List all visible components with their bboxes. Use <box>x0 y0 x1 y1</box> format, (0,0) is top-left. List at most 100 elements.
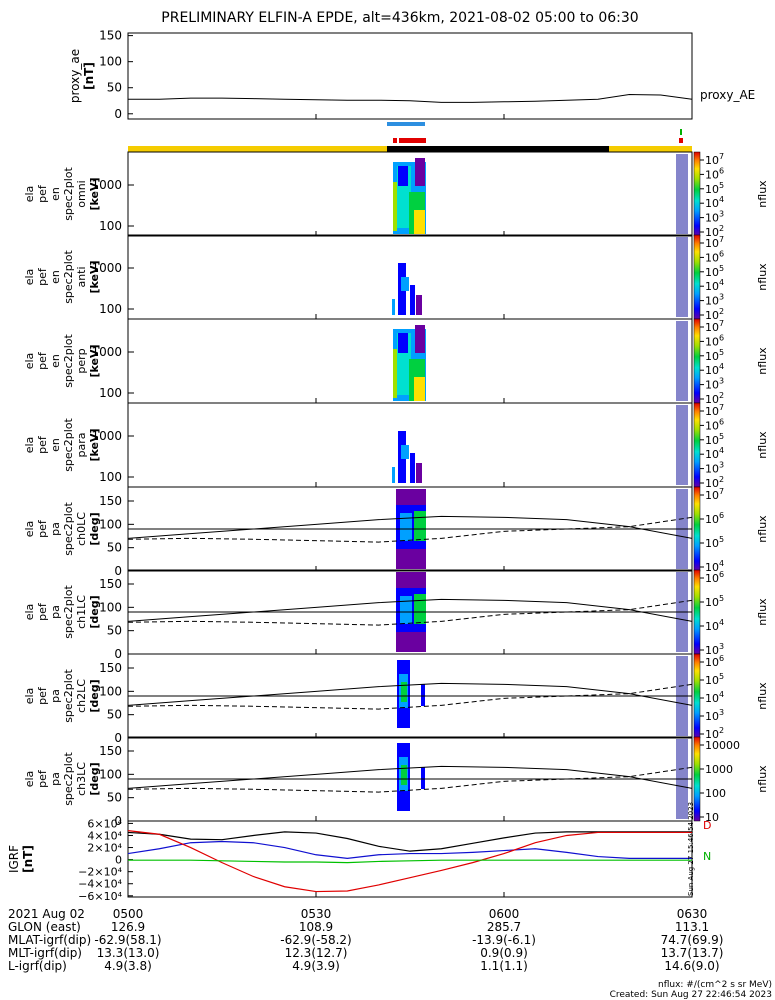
flux-region <box>392 467 395 483</box>
panel-ylabel-line: pa <box>49 605 62 619</box>
pa-tick-label: 100 <box>99 684 122 698</box>
proxy-ae-panel: proxy_ae [nT] 150 100 50 0 proxy_AE <box>68 29 755 121</box>
green-region-marker <box>680 129 682 135</box>
igrf-tick-label: 6×10⁴ <box>87 817 122 830</box>
colorbar-tick-label: 10 <box>705 811 719 824</box>
colorbar-tick-label: 105 <box>705 594 724 609</box>
colorbar-tick-exponent: 2 <box>719 475 724 484</box>
flux-region <box>416 295 422 315</box>
colorbar <box>693 736 701 822</box>
panel-ylabel-line: en <box>49 354 62 368</box>
orbit-bar-shadow <box>387 146 609 152</box>
proxy-ae-tick-label: 50 <box>107 81 122 95</box>
colorbar-tick-label: 107 <box>705 403 724 418</box>
panel-ylabel-line: [keV] <box>88 428 101 461</box>
colorbar-tick-label: 103 <box>705 708 724 723</box>
flux-region <box>401 445 409 459</box>
ephemeris-cell: 13.7(13.7) <box>661 946 724 960</box>
loss-cone-solid-line <box>127 682 693 706</box>
colorbar-label: nflux <box>756 431 769 459</box>
flux-region <box>410 453 415 483</box>
panel-ylabel-line: [keV] <box>88 260 101 293</box>
footer-created: Created: Sun Aug 27 22:46:54 2023 <box>610 990 772 1000</box>
igrf-tick-label: 2×10⁴ <box>87 842 122 855</box>
panel-ylabel-line: ela <box>23 186 36 203</box>
pa-tick-label: 100 <box>99 600 122 614</box>
panel-ylabel-line: ela <box>23 353 36 370</box>
panel-ylabel-line: spec2plot <box>62 418 75 472</box>
flux-region <box>415 325 425 353</box>
colorbar-tick-label: 107 <box>705 235 724 250</box>
pa-tick-label: 100 <box>99 767 122 781</box>
panel-ylabel-line: ela <box>23 521 36 538</box>
ephemeris-row-label: MLT-igrf(dip) <box>8 946 82 960</box>
colorbar-tick-exponent: 2 <box>719 224 724 233</box>
plot-title: PRELIMINARY ELFIN-A EPDE, alt=436km, 202… <box>161 10 638 26</box>
ephemeris-cell: -62.9(58.1) <box>94 933 161 947</box>
colorbar-tick-label: 106 <box>705 417 724 432</box>
colorbar-tick-label: 106 <box>705 570 724 585</box>
panel-ylabel-line: en <box>49 187 62 201</box>
igrf-tick-label: −6×10⁴ <box>78 890 122 903</box>
panel-ylabel-line: anti <box>75 266 88 287</box>
ephemeris-cell: 285.7 <box>487 920 521 934</box>
panel-ylabel-line: spec2plot <box>62 669 75 723</box>
colorbar-tick-exponent: 4 <box>719 446 724 455</box>
colorbar-tick-label: 103 <box>705 210 724 225</box>
pa-tick-label: 50 <box>107 791 122 805</box>
loss-cone-solid-line <box>127 515 693 539</box>
colorbar <box>693 402 701 488</box>
panel-ylabel-line: spec2plot <box>62 752 75 806</box>
pa-tick-label: 0 <box>114 731 122 745</box>
flux-region <box>392 299 395 315</box>
igrf-tick-label: 4×10⁴ <box>87 829 122 842</box>
flux-region <box>401 765 407 785</box>
colorbar-tick-label: 104 <box>705 278 724 293</box>
energy-tick-label: 100 <box>99 386 122 400</box>
flux-region <box>398 333 408 353</box>
colorbar-tick-label: 107 <box>705 319 724 334</box>
panel-ylabel-line: perp <box>75 348 88 373</box>
ephemeris-cell: 1.1(1.1) <box>480 959 528 973</box>
colorbar-label: nflux <box>756 347 769 375</box>
colorbar-tick-exponent: 7 <box>719 152 724 161</box>
energy-tick-label: 100 <box>99 470 122 484</box>
panel-ylabel-line: [keV] <box>88 177 101 210</box>
proxy-ae-ylabel-line-2: [nT] <box>82 62 96 90</box>
colorbar-tick-exponent: 4 <box>719 195 724 204</box>
colorbar-tick-label: 104 <box>705 690 724 705</box>
panel-ylabel-line: para <box>75 433 88 458</box>
flux-region <box>400 596 412 624</box>
panel-ylabel-line: [deg] <box>88 762 101 795</box>
panel-ylabel-line: pef <box>36 686 49 705</box>
loss-cone-dashed-line <box>127 516 693 543</box>
pa-tick-label: 150 <box>99 494 122 508</box>
colorbar <box>693 653 701 739</box>
colorbar-tick-exponent: 6 <box>719 333 724 342</box>
colorbar-tick-exponent: 5 <box>719 535 724 544</box>
colorbar-tick-exponent: 3 <box>719 377 724 386</box>
pa-tick-label: 0 <box>114 647 122 661</box>
colorbar-tick-label: 107 <box>705 487 724 502</box>
red-region-marker-end <box>679 138 683 143</box>
colorbar-tick-exponent: 5 <box>719 264 724 273</box>
panel-ylabel-line: pa <box>49 689 62 703</box>
igrf-red-line <box>127 830 692 893</box>
colorbar-tick-exponent: 3 <box>719 293 724 302</box>
igrf-tick-label: −4×10⁴ <box>78 878 122 891</box>
colorbar-tick-label: 103 <box>705 377 724 392</box>
proxy-ae-ylabel-line-1: proxy_ae <box>68 49 82 103</box>
colorbar-tick-exponent: 3 <box>719 708 724 717</box>
colorbar-tick-label: 103 <box>705 461 724 476</box>
colorbar-tick-exponent: 6 <box>719 570 724 579</box>
loss-cone-dashed-line <box>127 599 693 626</box>
loss-cone-solid-line <box>127 598 693 622</box>
pa-tick-label: 150 <box>99 744 122 758</box>
pa-tick-label: 150 <box>99 661 122 675</box>
panel-ylabel-line: pef <box>36 267 49 286</box>
spectrogram-panel-7: 150 100 50 0 ela pef pa spec2plot ch2LC [deg] 106 1… <box>23 653 769 745</box>
panel-ylabel-line: pef <box>36 351 49 370</box>
